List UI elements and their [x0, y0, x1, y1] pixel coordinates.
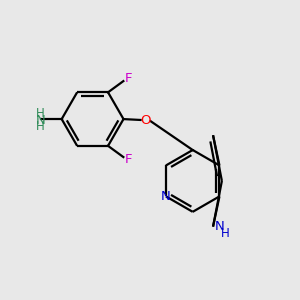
Text: O: O — [140, 114, 151, 127]
Text: N: N — [214, 220, 224, 233]
Text: N: N — [36, 114, 45, 127]
Text: H: H — [36, 120, 45, 133]
Text: H: H — [221, 226, 230, 240]
Text: F: F — [125, 154, 132, 166]
Text: N: N — [161, 190, 171, 203]
Text: F: F — [125, 72, 132, 85]
Text: H: H — [36, 107, 45, 120]
